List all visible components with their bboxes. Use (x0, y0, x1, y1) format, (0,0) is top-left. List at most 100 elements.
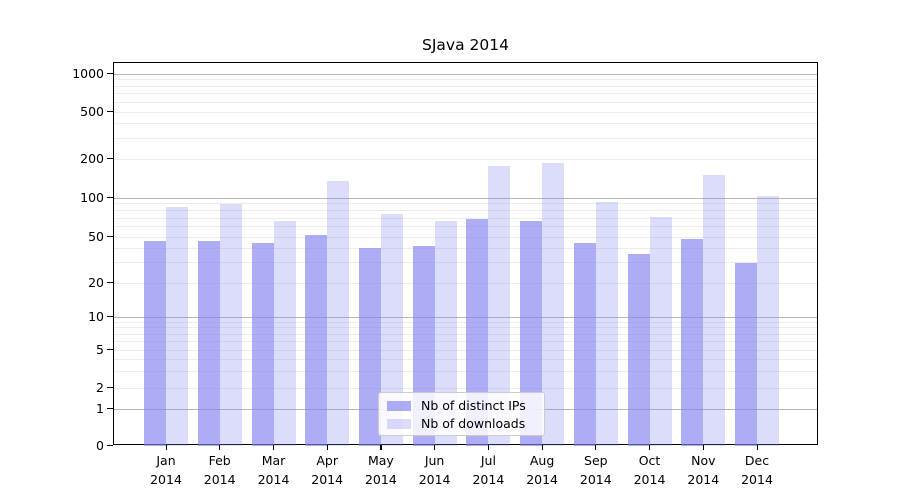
x-axis-tick (649, 445, 651, 450)
x-axis-tick (219, 445, 221, 450)
legend-label-downloads: Nb of downloads (421, 416, 526, 431)
minor-gridline (114, 262, 817, 264)
bar-distinct-ips-nov (681, 239, 704, 446)
plot-area: Nb of distinct IPs Nb of downloads (113, 62, 818, 446)
month-name: Apr (316, 453, 338, 468)
y-axis-tick (107, 157, 113, 159)
month-year: 2014 (364, 472, 397, 487)
y-axis-tick-label: 200 (80, 150, 104, 166)
month-name: May (367, 453, 394, 468)
bar-distinct-ips-apr (305, 234, 328, 446)
y-axis-tick-label: 5 (96, 341, 104, 357)
legend-swatch-downloads (387, 419, 411, 429)
x-axis-month-label: Nov 2014 (663, 451, 743, 489)
bar-distinct-ips-may (358, 248, 381, 446)
bar-distinct-ips-mar (251, 243, 274, 446)
month-year: 2014 (418, 472, 451, 487)
y-axis-tick (107, 348, 113, 350)
legend-row-downloads: Nb of downloads (379, 415, 544, 433)
y-axis-tick-label: 2 (96, 379, 104, 395)
month-name: Feb (208, 453, 231, 468)
bar-distinct-ips-jul (466, 218, 489, 446)
month-name: Jan (156, 453, 176, 468)
x-axis-month-label: Feb 2014 (180, 451, 260, 489)
major-gridline (114, 316, 817, 318)
y-axis-tick-label: 1 (96, 400, 104, 416)
y-axis-tick (107, 386, 113, 388)
month-name: Aug (529, 453, 555, 468)
y-axis-tick-label: 0 (96, 437, 104, 453)
bar-downloads-dec (757, 195, 779, 446)
minor-gridline (114, 370, 817, 372)
minor-gridline (114, 236, 817, 238)
month-name: Oct (638, 453, 661, 468)
bar-downloads-oct (649, 217, 672, 446)
bar-downloads-apr (327, 181, 350, 446)
x-axis-month-label: Jan 2014 (126, 451, 206, 489)
x-axis-tick (487, 445, 490, 450)
x-axis-tick (541, 445, 543, 450)
month-name: Mar (261, 453, 286, 468)
bar-downloads-feb (219, 203, 242, 446)
x-axis-tick (326, 445, 328, 450)
x-axis-month-label: Oct 2014 (610, 451, 690, 489)
minor-gridline (114, 226, 817, 228)
y-axis-tick-label: 10 (88, 308, 104, 324)
bar-distinct-ips-dec (735, 262, 757, 446)
x-axis-month-label: Jun 2014 (395, 451, 475, 489)
legend-swatch-distinct-ips (387, 401, 411, 411)
minor-gridline (114, 282, 817, 284)
x-axis-month-label: Apr 2014 (287, 451, 367, 489)
month-year: 2014 (311, 472, 344, 487)
minor-gridline (114, 333, 817, 335)
chart-title: SJava 2014 (422, 36, 509, 54)
y-axis-tick (107, 281, 113, 283)
y-axis-tick (107, 72, 113, 74)
month-year: 2014 (687, 472, 720, 487)
bar-downloads-sep (595, 202, 618, 446)
minor-gridline (114, 217, 817, 219)
x-axis-tick (380, 445, 382, 450)
month-year: 2014 (203, 472, 236, 487)
y-axis-tick (107, 444, 113, 446)
minor-gridline (114, 321, 817, 323)
y-axis-tick-label: 500 (80, 103, 104, 119)
minor-gridline (114, 387, 817, 389)
month-year: 2014 (526, 472, 558, 487)
x-axis-tick (434, 445, 436, 450)
month-name: Jul (480, 453, 496, 468)
minor-gridline (114, 158, 817, 160)
y-axis-tick-label: 100 (80, 189, 104, 205)
bar-distinct-ips-feb (197, 241, 220, 446)
minor-gridline (114, 101, 817, 103)
minor-gridline (114, 247, 817, 249)
major-gridline (114, 197, 817, 199)
bar-distinct-ips-sep (573, 243, 596, 446)
minor-gridline (114, 358, 817, 360)
legend-row-distinct-ips: Nb of distinct IPs (379, 397, 544, 415)
y-axis-tick (107, 315, 113, 317)
month-name: Dec (744, 453, 770, 468)
month-name: Sep (584, 453, 608, 468)
bar-downloads-jan (166, 207, 188, 446)
bar-downloads-may (380, 214, 403, 446)
x-axis-month-label: Dec 2014 (717, 451, 797, 489)
month-year: 2014 (579, 472, 612, 487)
x-axis-month-label: Mar 2014 (234, 451, 314, 489)
month-year: 2014 (741, 472, 773, 487)
minor-gridline (114, 349, 817, 351)
minor-gridline (114, 111, 817, 113)
minor-gridline (114, 122, 817, 124)
x-axis-month-label: Sep 2014 (556, 451, 636, 489)
legend: Nb of distinct IPs Nb of downloads (378, 392, 545, 436)
month-name: Nov (691, 453, 716, 468)
bar-distinct-ips-oct (627, 253, 650, 446)
minor-gridline (114, 137, 817, 139)
minor-gridline (114, 327, 817, 329)
bar-distinct-ips-jan (144, 241, 166, 446)
bar-downloads-aug (542, 162, 565, 446)
x-axis-tick (702, 445, 704, 450)
y-axis-tick-label: 1000 (72, 65, 104, 81)
minor-gridline (114, 93, 817, 95)
